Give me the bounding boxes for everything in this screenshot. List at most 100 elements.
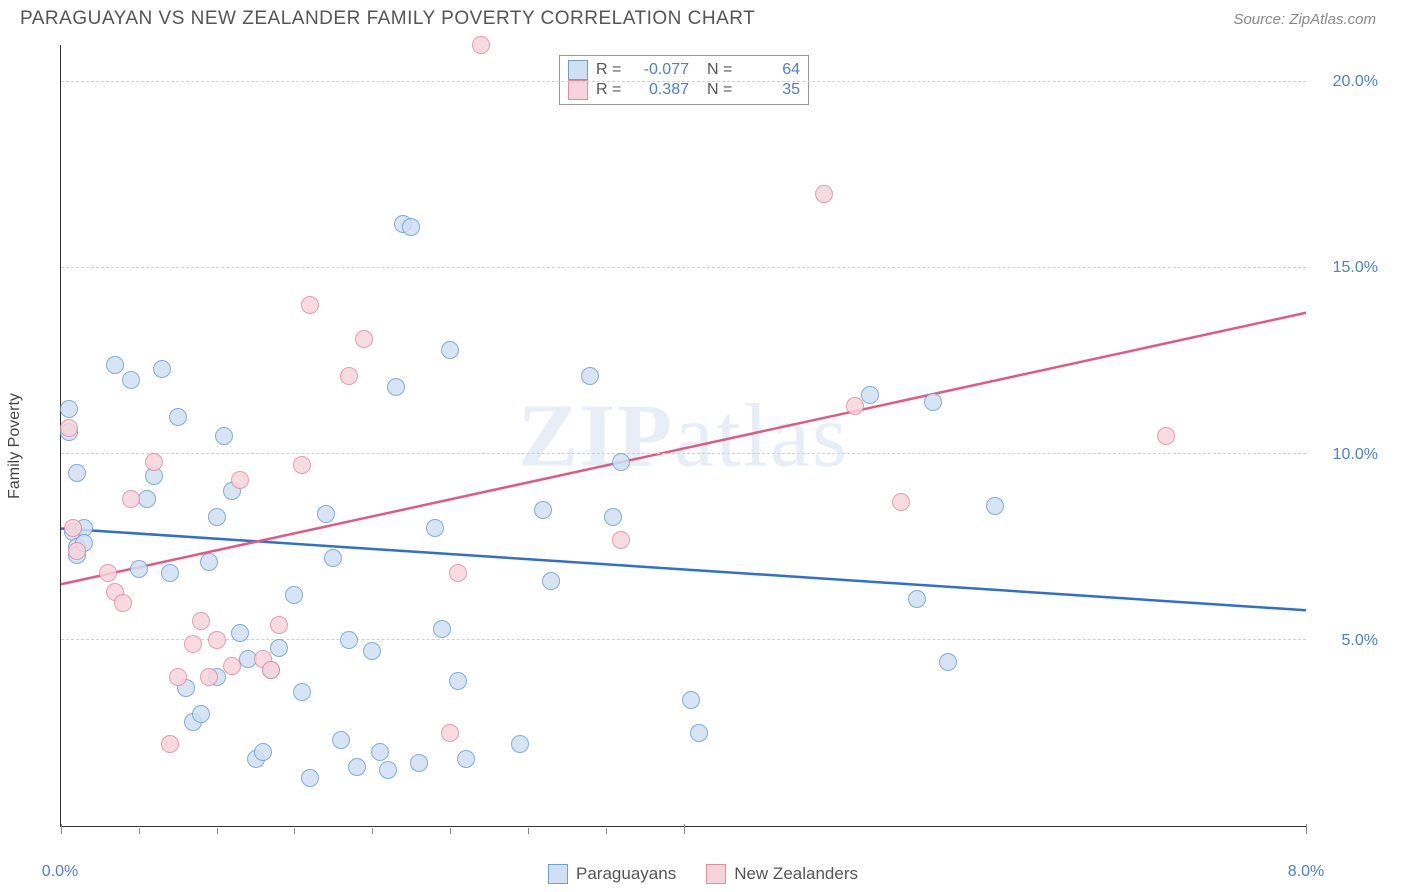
plot-region: ZIPatlas R =-0.077N =64R =0.387N =35 bbox=[60, 45, 1306, 827]
x-tick bbox=[294, 828, 295, 834]
legend-swatch bbox=[548, 864, 568, 884]
data-point bbox=[387, 378, 405, 396]
chart-area: Family Poverty ZIPatlas R =-0.077N =64R … bbox=[20, 45, 1386, 847]
data-point bbox=[262, 661, 280, 679]
data-point bbox=[301, 769, 319, 787]
data-point bbox=[60, 400, 78, 418]
data-point bbox=[68, 542, 86, 560]
x-tick bbox=[61, 824, 62, 834]
data-point bbox=[145, 453, 163, 471]
data-point bbox=[340, 631, 358, 649]
data-point bbox=[99, 564, 117, 582]
data-point bbox=[122, 371, 140, 389]
data-point bbox=[511, 735, 529, 753]
legend-n-value: 64 bbox=[745, 61, 800, 79]
data-point bbox=[410, 754, 428, 772]
data-point bbox=[379, 761, 397, 779]
legend-r-value: -0.077 bbox=[634, 61, 689, 79]
data-point bbox=[215, 427, 233, 445]
x-tick bbox=[1306, 824, 1307, 834]
data-point bbox=[68, 464, 86, 482]
series-legend: Paraguayans New Zealanders bbox=[548, 864, 858, 884]
data-point bbox=[293, 683, 311, 701]
data-point bbox=[402, 218, 420, 236]
legend-row: R =0.387N =35 bbox=[568, 80, 800, 100]
y-axis-label: Family Poverty bbox=[6, 393, 24, 499]
data-point bbox=[682, 691, 700, 709]
data-point bbox=[441, 724, 459, 742]
y-tick-label: 20.0% bbox=[1333, 73, 1378, 91]
legend-r-value: 0.387 bbox=[634, 81, 689, 99]
legend-swatch bbox=[568, 80, 588, 100]
data-point bbox=[426, 519, 444, 537]
data-point bbox=[231, 471, 249, 489]
data-point bbox=[169, 408, 187, 426]
data-point bbox=[184, 635, 202, 653]
data-point bbox=[301, 296, 319, 314]
data-point bbox=[861, 386, 879, 404]
legend-series-label: New Zealanders bbox=[734, 864, 858, 884]
watermark-light: atlas bbox=[674, 386, 849, 485]
data-point bbox=[457, 750, 475, 768]
grid-line bbox=[61, 81, 1306, 82]
y-tick-label: 10.0% bbox=[1333, 446, 1378, 464]
y-tick-label: 5.0% bbox=[1342, 632, 1378, 650]
data-point bbox=[64, 519, 82, 537]
x-tick-label: 8.0% bbox=[1288, 857, 1324, 881]
data-point bbox=[106, 356, 124, 374]
data-point bbox=[892, 493, 910, 511]
legend-item: New Zealanders bbox=[706, 864, 858, 884]
data-point bbox=[293, 456, 311, 474]
data-point bbox=[472, 36, 490, 54]
x-tick bbox=[450, 828, 451, 834]
data-point bbox=[192, 705, 210, 723]
data-point bbox=[169, 668, 187, 686]
data-point bbox=[581, 367, 599, 385]
data-point bbox=[908, 590, 926, 608]
data-point bbox=[270, 639, 288, 657]
data-point bbox=[340, 367, 358, 385]
data-point bbox=[986, 497, 1004, 515]
data-point bbox=[114, 594, 132, 612]
x-tick bbox=[217, 828, 218, 834]
source-label: Source: ZipAtlas.com bbox=[1233, 11, 1376, 28]
data-point bbox=[161, 564, 179, 582]
legend-item: Paraguayans bbox=[548, 864, 676, 884]
legend-n-label: N = bbox=[707, 81, 737, 99]
data-point bbox=[254, 743, 272, 761]
data-point bbox=[363, 642, 381, 660]
data-point bbox=[612, 531, 630, 549]
data-point bbox=[223, 657, 241, 675]
data-point bbox=[317, 505, 335, 523]
data-point bbox=[441, 341, 459, 359]
data-point bbox=[924, 393, 942, 411]
data-point bbox=[324, 549, 342, 567]
y-tick-label: 15.0% bbox=[1333, 259, 1378, 277]
data-point bbox=[939, 653, 957, 671]
data-point bbox=[200, 668, 218, 686]
data-point bbox=[231, 624, 249, 642]
x-tick-label: 0.0% bbox=[42, 857, 78, 881]
data-point bbox=[371, 743, 389, 761]
data-point bbox=[122, 490, 140, 508]
data-point bbox=[355, 330, 373, 348]
grid-line bbox=[61, 639, 1306, 640]
data-point bbox=[690, 724, 708, 742]
chart-title: PARAGUAYAN VS NEW ZEALANDER FAMILY POVER… bbox=[20, 8, 755, 30]
legend-n-label: N = bbox=[707, 61, 737, 79]
legend-row: R = -0.077 N = 64 bbox=[568, 60, 800, 80]
data-point bbox=[285, 586, 303, 604]
correlation-legend: R =-0.077N =64R =0.387N =35 bbox=[559, 55, 809, 105]
data-point bbox=[604, 508, 622, 526]
grid-line bbox=[61, 267, 1306, 268]
data-point bbox=[542, 572, 560, 590]
x-tick bbox=[606, 828, 607, 834]
x-tick bbox=[139, 828, 140, 834]
data-point bbox=[161, 735, 179, 753]
watermark-bold: ZIP bbox=[518, 386, 674, 485]
data-point bbox=[348, 758, 366, 776]
data-point bbox=[449, 672, 467, 690]
legend-series-label: Paraguayans bbox=[576, 864, 676, 884]
trend-line bbox=[61, 528, 1306, 610]
legend-r-label: R = bbox=[596, 61, 626, 79]
